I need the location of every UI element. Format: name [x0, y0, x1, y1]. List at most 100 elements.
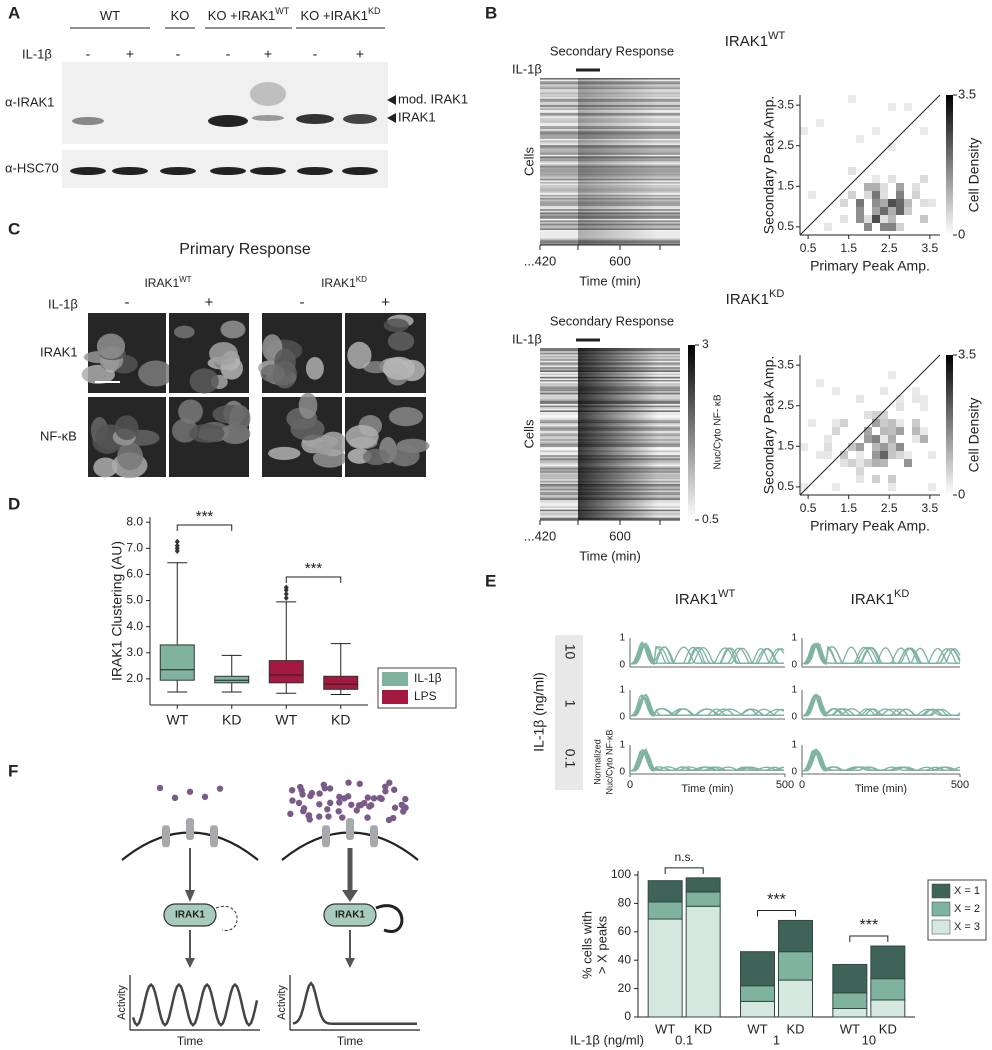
condition-title: IRAK1WT [675, 588, 736, 608]
density-cell [920, 215, 928, 223]
density-cell [888, 419, 896, 427]
label-text: KO +IRAK1 [300, 8, 368, 23]
density-cell [824, 223, 832, 231]
density-cell [880, 199, 888, 207]
group-label: 10 [862, 1032, 876, 1047]
density-cell [872, 443, 880, 451]
bar-segment [870, 978, 906, 1001]
density-cell [888, 103, 896, 111]
density-cell [840, 459, 848, 467]
band [250, 167, 286, 175]
ligand [336, 799, 343, 806]
cell [298, 392, 318, 419]
label-text: IRAK1 [144, 276, 179, 290]
colorbar [946, 355, 953, 495]
group-label: 1 [773, 1032, 780, 1047]
ligand [400, 808, 407, 815]
x-tick-label: 2.5 [881, 501, 898, 515]
bar-segment [740, 985, 775, 1002]
panel-label: D [8, 494, 20, 513]
legend-swatch [931, 883, 951, 899]
panel-label: E [485, 571, 496, 590]
ligand [326, 785, 334, 792]
density-cell [816, 451, 824, 459]
density-cell [896, 427, 904, 435]
bar-segment [647, 880, 683, 903]
x-tick-label: KD [786, 1021, 804, 1036]
density-cell [824, 451, 832, 459]
x-tick-label: WT [655, 1021, 675, 1036]
density-cell [864, 183, 872, 191]
arrowhead [387, 95, 396, 105]
density-cell [920, 395, 928, 403]
density-cell [840, 199, 848, 207]
density-cell [832, 419, 840, 427]
axis-label: Primary Peak Amp. [810, 518, 930, 534]
density-cell [912, 427, 920, 435]
density-cell [856, 443, 864, 451]
density-cell [888, 451, 896, 459]
ligand [316, 790, 323, 797]
significance: *** [196, 508, 214, 525]
y-tick-label: 1.5 [777, 438, 794, 452]
y-tick-label: 100 [611, 867, 631, 881]
ligand [341, 795, 348, 802]
x-tick-label: 0.5 [800, 501, 817, 515]
y-tick-label: 40 [618, 952, 632, 966]
ligand [402, 795, 409, 803]
bar-segment [778, 979, 813, 1018]
cell [362, 448, 390, 466]
density-cell [864, 427, 872, 435]
arrowhead [185, 890, 195, 902]
trace [630, 693, 785, 717]
density-cell [856, 215, 864, 223]
dose-band [555, 635, 583, 790]
cell [114, 415, 139, 441]
label: IRAK1 [335, 910, 365, 921]
ligand [287, 810, 294, 818]
significance: *** [305, 560, 323, 577]
y-tick-label: 60 [618, 924, 632, 938]
lane-sign: + [264, 46, 272, 62]
ligand [335, 808, 342, 815]
label-text: KO [171, 8, 190, 23]
panel-label: F [8, 761, 18, 780]
colorbar-tick-label: 3 [702, 337, 709, 351]
ligand [327, 799, 334, 807]
lane-sign: - [226, 46, 231, 62]
label-superscript: KD [894, 588, 909, 600]
density-cell [832, 427, 840, 435]
band [160, 167, 196, 175]
x-tick-label: 0 [799, 779, 805, 791]
band [250, 82, 286, 106]
ligand [391, 804, 399, 811]
density-cell [880, 435, 888, 443]
ligand [186, 788, 194, 795]
ligand [320, 781, 328, 789]
receptor [210, 825, 218, 848]
density-cell [928, 483, 936, 491]
label: IL-1β [512, 331, 542, 346]
ligand [324, 806, 331, 813]
y-tick-label: 2.5 [777, 138, 794, 152]
cell [290, 417, 325, 441]
y-tick-label: 80 [618, 896, 632, 910]
legend-swatch [931, 919, 951, 935]
lane-group: WT [100, 8, 120, 23]
label: Nuc/Cyto NF-κB [604, 729, 614, 794]
density-cell [880, 207, 888, 215]
x-tick-label: 0.5 [800, 241, 817, 255]
density-cell [904, 103, 912, 111]
density-cell [888, 371, 896, 379]
ligand [367, 802, 375, 809]
significance: n.s. [674, 850, 693, 864]
x-tick-label: WT [275, 712, 297, 728]
label-text: IRAK1 [321, 276, 356, 290]
trace [630, 747, 784, 772]
density-cell [896, 191, 904, 199]
cell [260, 364, 285, 383]
density-cell [808, 419, 816, 427]
axis-label: Time (min) [579, 273, 641, 288]
ligand [382, 788, 389, 795]
receptor [162, 825, 170, 848]
